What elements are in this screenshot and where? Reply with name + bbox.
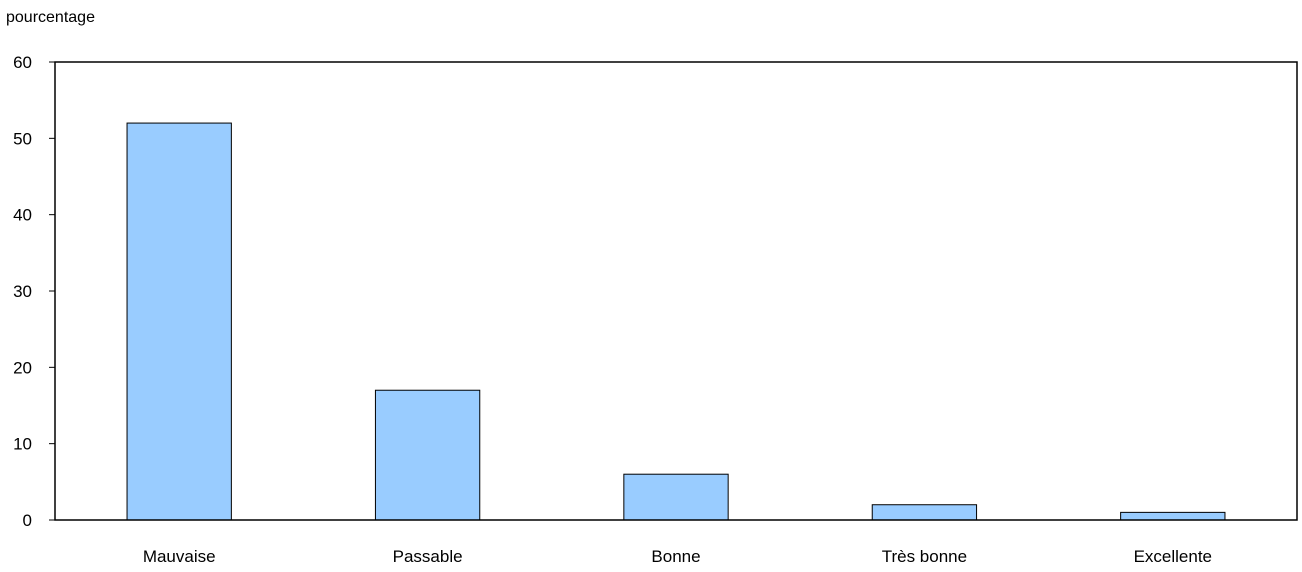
bars-group <box>126 122 1226 521</box>
y-axis-ticks: 0 10 20 30 40 50 60 <box>13 53 55 530</box>
x-tick-label: Bonne <box>651 547 700 566</box>
y-axis-label: pourcentage <box>6 9 95 26</box>
y-tick-label: 30 <box>13 282 32 301</box>
y-tick-label: 20 <box>13 358 32 377</box>
y-tick-label: 10 <box>13 435 32 454</box>
y-tick-label: 40 <box>13 206 32 225</box>
y-tick-label: 50 <box>13 129 32 148</box>
x-axis-labels: Mauvaise Passable Bonne Très bonne Excellent… <box>143 547 1212 566</box>
plot-area-frame <box>54 61 1298 521</box>
x-tick-label: Passable <box>393 547 463 566</box>
bar-3 <box>623 473 729 521</box>
bar-5 <box>1120 511 1226 521</box>
x-tick-label: Excellente <box>1134 547 1212 566</box>
x-tick-label: Mauvaise <box>143 547 216 566</box>
y-tick-label: 60 <box>13 53 32 72</box>
bar-1 <box>126 122 232 521</box>
bar-2 <box>374 389 481 521</box>
y-tick-label: 0 <box>23 511 32 530</box>
x-tick-label: Très bonne <box>882 547 967 566</box>
bar-4 <box>871 504 978 521</box>
